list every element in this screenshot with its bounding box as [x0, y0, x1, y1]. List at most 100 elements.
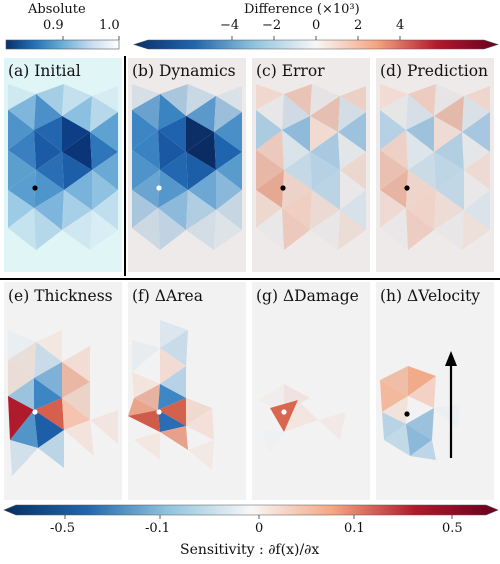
mesh-cell — [90, 132, 118, 170]
mesh-cell — [408, 84, 436, 116]
location-dot — [32, 409, 38, 415]
mesh-cell — [186, 408, 214, 440]
mesh-cell — [64, 170, 92, 210]
mesh-cell — [34, 190, 64, 230]
mesh-cell — [380, 380, 408, 412]
panel-d — [376, 58, 494, 272]
sensitivity-colorbar-ticks — [64, 515, 453, 519]
panel-d-mesh — [380, 84, 490, 250]
mesh-cell — [214, 96, 242, 132]
panel-g-label: (g) ΔDamage — [256, 287, 359, 305]
mesh-cell — [8, 378, 34, 410]
mesh-cell — [160, 426, 188, 450]
mesh-cell — [380, 190, 406, 228]
mesh-cell — [10, 440, 38, 476]
difference-tick-label: −4 — [220, 18, 240, 33]
mesh-cell — [36, 84, 64, 116]
mesh-cell — [160, 366, 186, 398]
mesh-cell — [62, 210, 92, 250]
mesh-cell — [310, 84, 340, 116]
mesh-cell — [132, 190, 158, 228]
difference-colorbar-title: Difference (×10³) — [244, 2, 360, 17]
mesh-cell — [282, 170, 312, 208]
mesh-cell — [38, 430, 64, 468]
mesh-cell — [256, 190, 282, 228]
panel-f-mesh — [128, 320, 214, 470]
panel-f-label: (f) ΔArea — [132, 287, 203, 305]
panel-g-mesh — [258, 384, 346, 452]
mesh-cell — [256, 110, 282, 150]
mesh-cell — [62, 116, 90, 152]
mesh-cell — [158, 190, 188, 230]
mesh-cell — [158, 94, 186, 130]
mesh-cell — [8, 190, 34, 228]
mesh-cell — [160, 320, 188, 348]
mesh-cell — [340, 86, 366, 112]
mesh-cell — [134, 384, 160, 410]
mesh-cell — [464, 152, 490, 190]
mesh-cell — [408, 152, 436, 190]
mesh-cell — [282, 130, 310, 170]
mesh-cell — [258, 384, 284, 412]
mesh-cell — [256, 84, 284, 110]
mesh-cell — [380, 94, 408, 130]
mesh-cell — [62, 362, 90, 398]
mesh-cell — [186, 84, 216, 116]
difference-tick-label: −2 — [262, 18, 282, 33]
panel-a — [4, 58, 122, 272]
mesh-cell — [406, 190, 436, 230]
mesh-cell — [464, 86, 490, 112]
absolute-colorbar-ticks — [62, 36, 120, 40]
panel-g — [252, 282, 370, 500]
mesh-cell — [406, 116, 434, 152]
mesh-cell — [310, 190, 340, 230]
mesh-cell — [318, 412, 346, 440]
mesh-cell — [62, 190, 92, 230]
panel-b — [128, 58, 246, 272]
mesh-cell — [132, 208, 160, 250]
mesh-cell — [310, 152, 340, 190]
difference-colorbar-ticks — [231, 36, 401, 40]
mesh-cell — [384, 424, 410, 456]
mesh-cell — [132, 170, 160, 208]
mesh-cell — [338, 96, 366, 132]
panel-f — [128, 282, 246, 500]
mesh-cell — [158, 130, 186, 170]
mesh-cell — [36, 330, 62, 362]
panel-e — [4, 282, 122, 500]
panel-d-label: (d) Prediction — [380, 62, 489, 80]
mesh-cell — [434, 132, 464, 170]
mesh-cell — [132, 150, 160, 190]
mesh-cell — [310, 96, 340, 132]
mesh-cell — [134, 432, 160, 460]
absolute-colorbar — [5, 39, 120, 50]
mesh-cell — [382, 412, 406, 440]
mesh-cell — [256, 130, 284, 170]
mesh-cell — [186, 116, 214, 152]
mesh-cell — [62, 84, 92, 116]
mesh-cell — [36, 152, 64, 190]
mesh-cell — [34, 362, 62, 398]
panel-a-mesh — [8, 84, 118, 250]
mesh-cell — [186, 210, 216, 250]
mesh-cell — [158, 410, 186, 432]
mesh-cell — [214, 112, 242, 152]
mesh-cell — [282, 190, 312, 230]
mesh-cell — [406, 94, 434, 130]
mesh-cell — [62, 398, 90, 430]
mesh-cell — [62, 132, 92, 170]
mesh-cell — [406, 170, 436, 208]
mesh-cell — [34, 410, 64, 448]
mesh-cell — [8, 110, 34, 150]
mesh-cell — [34, 378, 62, 410]
mesh-cell — [34, 398, 64, 430]
mesh-cell — [310, 210, 340, 250]
mesh-cell — [62, 346, 90, 382]
mesh-cell — [380, 84, 408, 110]
location-dot — [280, 185, 286, 191]
mesh-cell — [270, 400, 298, 432]
mesh-cell — [380, 110, 406, 150]
mesh-cell — [158, 208, 186, 250]
mesh-cell — [284, 400, 318, 432]
mesh-cell — [256, 170, 284, 208]
